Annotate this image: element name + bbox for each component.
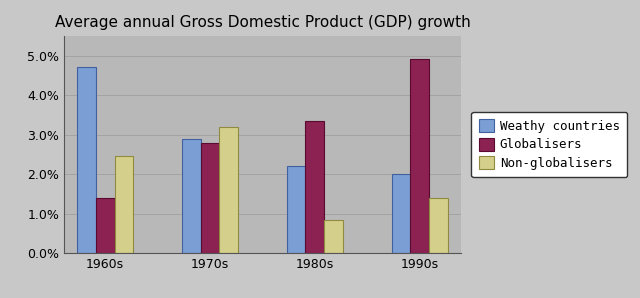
Title: Average annual Gross Domestic Product (GDP) growth: Average annual Gross Domestic Product (G… bbox=[54, 15, 470, 30]
Legend: Weathy countries, Globalisers, Non-globalisers: Weathy countries, Globalisers, Non-globa… bbox=[471, 111, 627, 178]
Bar bbox=[392, 174, 410, 253]
Bar bbox=[287, 166, 305, 253]
Bar bbox=[77, 67, 96, 253]
Bar bbox=[410, 60, 429, 253]
Bar bbox=[220, 127, 238, 253]
Bar bbox=[305, 121, 324, 253]
Bar bbox=[96, 198, 115, 253]
Bar bbox=[182, 139, 200, 253]
Bar bbox=[429, 198, 448, 253]
Bar bbox=[324, 220, 343, 253]
Bar bbox=[115, 156, 133, 253]
Bar bbox=[200, 142, 220, 253]
